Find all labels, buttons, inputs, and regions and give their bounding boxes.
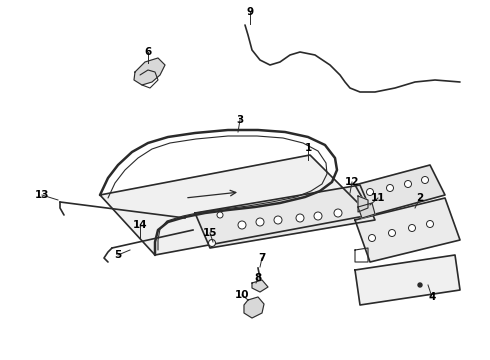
Polygon shape xyxy=(355,165,445,215)
Text: 2: 2 xyxy=(416,193,424,203)
Text: 1: 1 xyxy=(304,143,312,153)
Circle shape xyxy=(418,283,422,287)
Text: 10: 10 xyxy=(235,290,249,300)
Circle shape xyxy=(334,209,342,217)
Text: 11: 11 xyxy=(371,193,385,203)
Text: 7: 7 xyxy=(258,253,266,263)
Circle shape xyxy=(274,216,282,224)
Text: 13: 13 xyxy=(35,190,49,200)
Polygon shape xyxy=(252,280,268,292)
Polygon shape xyxy=(355,255,460,305)
Polygon shape xyxy=(355,198,460,262)
Polygon shape xyxy=(358,196,368,212)
Polygon shape xyxy=(195,185,375,248)
Text: 8: 8 xyxy=(254,273,262,283)
Circle shape xyxy=(426,220,434,228)
Polygon shape xyxy=(358,203,375,218)
Circle shape xyxy=(314,212,322,220)
Text: 12: 12 xyxy=(345,177,359,187)
Polygon shape xyxy=(100,155,370,255)
Text: 5: 5 xyxy=(114,250,122,260)
Circle shape xyxy=(405,180,412,188)
Text: 14: 14 xyxy=(133,220,147,230)
Circle shape xyxy=(217,212,223,218)
Circle shape xyxy=(367,189,373,195)
Polygon shape xyxy=(244,297,264,318)
Circle shape xyxy=(256,218,264,226)
Text: 9: 9 xyxy=(246,7,253,17)
Circle shape xyxy=(389,230,395,237)
Circle shape xyxy=(238,221,246,229)
Text: 3: 3 xyxy=(236,115,244,125)
Text: 15: 15 xyxy=(203,228,217,238)
Circle shape xyxy=(387,184,393,192)
Circle shape xyxy=(296,214,304,222)
Circle shape xyxy=(209,239,216,247)
Polygon shape xyxy=(134,58,165,85)
Text: 4: 4 xyxy=(428,292,436,302)
Circle shape xyxy=(421,176,428,184)
Circle shape xyxy=(368,234,375,242)
Circle shape xyxy=(409,225,416,231)
Text: 6: 6 xyxy=(145,47,151,57)
